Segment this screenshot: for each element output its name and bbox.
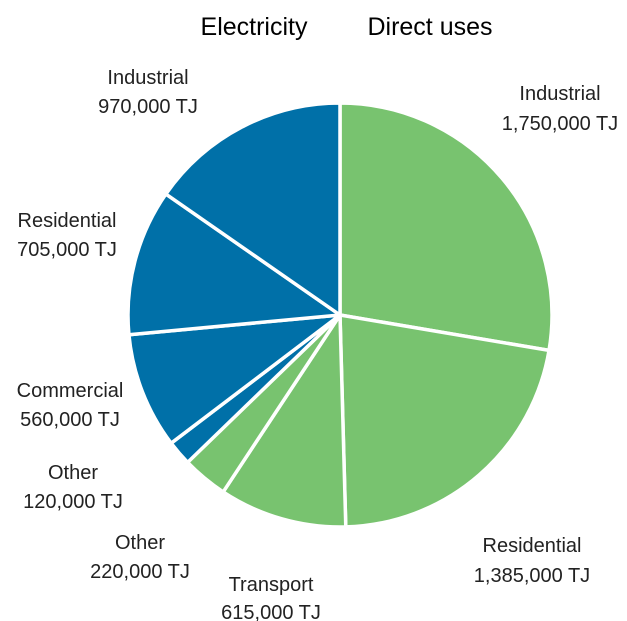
slice-label-electricity-other: Other bbox=[48, 462, 98, 484]
slice-label-direct-uses-transport: Transport bbox=[229, 574, 314, 596]
slice-electricity-industrial bbox=[164, 101, 342, 317]
slice-value-electricity-residential: 705,000 TJ bbox=[17, 239, 117, 261]
slice-label-direct-uses-residential: Residential bbox=[483, 535, 582, 557]
slice-value-direct-uses-other: 220,000 TJ bbox=[90, 561, 190, 583]
slice-electricity-residential bbox=[126, 192, 342, 337]
slice-label-electricity-industrial: Industrial bbox=[107, 67, 188, 89]
slice-value-electricity-commercial: 560,000 TJ bbox=[20, 409, 120, 431]
slice-value-direct-uses-transport: 615,000 TJ bbox=[221, 602, 321, 621]
slice-label-electricity-commercial: Commercial bbox=[17, 380, 124, 402]
slice-value-electricity-industrial: 970,000 TJ bbox=[98, 96, 198, 118]
slice-value-electricity-other: 120,000 TJ bbox=[23, 491, 123, 513]
slice-label-direct-uses-industrial: Industrial bbox=[519, 83, 600, 105]
slice-label-direct-uses-other: Other bbox=[115, 532, 165, 554]
slice-electricity-commercial bbox=[127, 313, 342, 445]
slice-value-direct-uses-industrial: 1,750,000 TJ bbox=[502, 113, 618, 135]
slice-value-direct-uses-residential: 1,385,000 TJ bbox=[474, 565, 590, 587]
slice-direct-uses-industrial bbox=[338, 101, 554, 353]
slice-direct-uses-residential bbox=[338, 313, 551, 529]
legend-title-electricity: Electricity bbox=[201, 13, 308, 41]
pie-slices bbox=[126, 101, 554, 529]
legend-title-direct-uses: Direct uses bbox=[367, 13, 492, 41]
slice-label-electricity-residential: Residential bbox=[18, 210, 117, 232]
pie-labels: Industrial 1,750,000 TJ Residential 1,385,0… bbox=[17, 67, 619, 621]
slice-direct-uses-transport bbox=[221, 313, 348, 529]
